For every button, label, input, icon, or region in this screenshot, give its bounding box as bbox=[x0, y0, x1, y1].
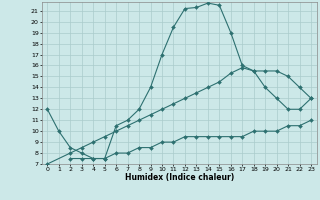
X-axis label: Humidex (Indice chaleur): Humidex (Indice chaleur) bbox=[124, 173, 234, 182]
